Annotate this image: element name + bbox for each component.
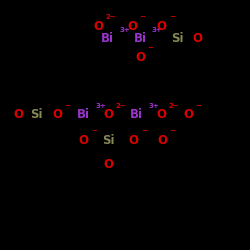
Text: −: − — [147, 45, 153, 51]
Text: Bi: Bi — [77, 108, 90, 122]
Text: Bi: Bi — [130, 108, 143, 122]
Text: O: O — [156, 108, 166, 122]
Text: O: O — [157, 20, 167, 33]
Text: O: O — [129, 134, 139, 146]
Text: 2−: 2− — [106, 14, 117, 20]
Text: Bi: Bi — [101, 32, 114, 45]
Text: O: O — [192, 32, 202, 45]
Text: 3+: 3+ — [152, 26, 163, 32]
Text: O: O — [128, 20, 138, 33]
Text: O: O — [94, 20, 104, 33]
Text: O: O — [79, 134, 89, 146]
Text: O: O — [14, 108, 24, 122]
Text: −: − — [141, 128, 146, 134]
Text: O: O — [104, 158, 114, 172]
Text: 3+: 3+ — [120, 26, 130, 32]
Text: 3+: 3+ — [96, 103, 106, 109]
Text: Bi: Bi — [134, 32, 146, 45]
Text: 2−: 2− — [168, 103, 179, 109]
Text: Si: Si — [30, 108, 42, 122]
Text: −: − — [91, 128, 97, 134]
Text: Si: Si — [171, 32, 184, 45]
Text: −: − — [196, 103, 202, 109]
Text: −: − — [64, 103, 70, 109]
Text: O: O — [158, 134, 168, 146]
Text: −: − — [169, 14, 174, 20]
Text: −: − — [170, 128, 175, 134]
Text: O: O — [184, 108, 194, 122]
Text: −: − — [140, 14, 145, 20]
Text: 3+: 3+ — [148, 103, 159, 109]
Text: Si: Si — [102, 134, 115, 146]
Text: O: O — [52, 108, 62, 122]
Text: 2−: 2− — [116, 103, 126, 109]
Text: O: O — [104, 108, 114, 122]
Text: O: O — [135, 51, 145, 64]
